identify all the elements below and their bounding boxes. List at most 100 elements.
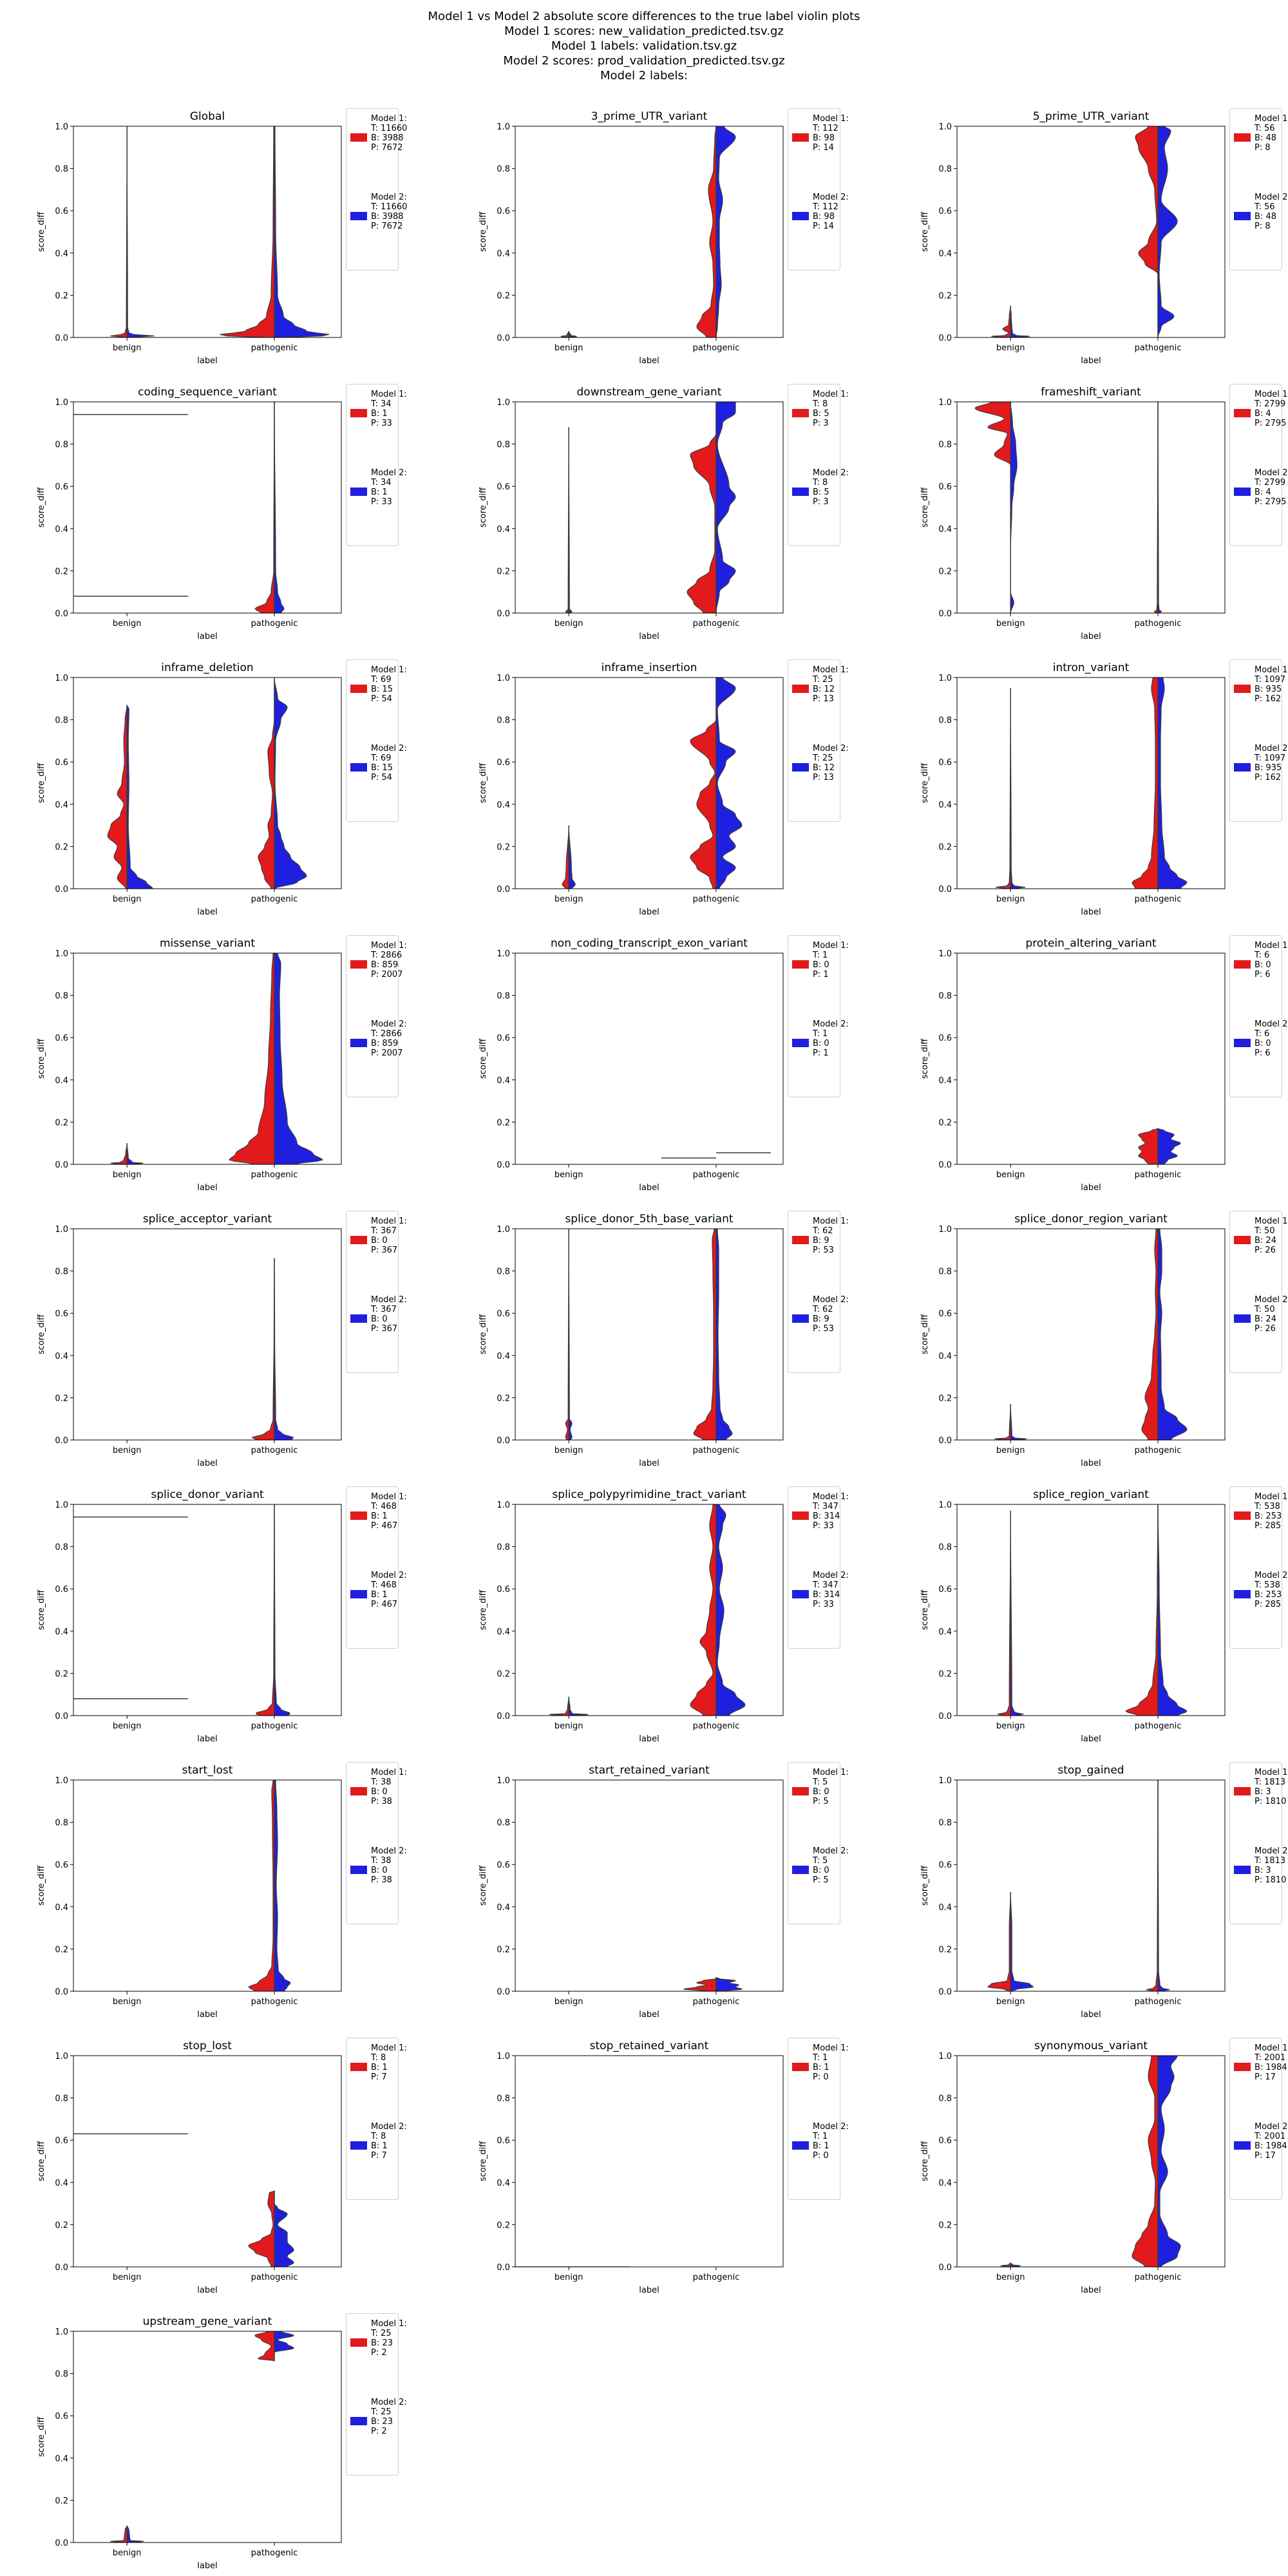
- y-tick-label: 0.4: [938, 1627, 952, 1637]
- violin-model2-half: [715, 1976, 743, 1991]
- legend-line: T: 347: [813, 1580, 838, 1590]
- axes-frame: [73, 952, 342, 1165]
- x-tick-label: pathogenic: [693, 895, 740, 904]
- violin-panel: Global 0.0 0.2 0.4 0.6 0.8 1.0 score_diff benign…: [0, 85, 412, 366]
- y-axis-label: score_diff: [37, 487, 46, 527]
- panel-title: 5_prime_UTR_variant: [1033, 110, 1150, 123]
- y-tick-label: 0.4: [497, 1627, 510, 1637]
- y-tick-label: 0.6: [497, 1861, 510, 1870]
- legend-text: Model 2: T: 2799 B: 4 P: 2795: [1255, 468, 1288, 507]
- legend-text: Model 1: T: 1813 B: 3 P: 1810: [1255, 1768, 1288, 1806]
- legend-line: B: 9: [813, 1236, 829, 1245]
- legend-line: P: 367: [371, 1245, 398, 1255]
- violin-model2-half: [126, 705, 153, 889]
- y-tick-label: 0.6: [497, 1585, 510, 1595]
- legend-text: Model 1: T: 5 B: 0 P: 5: [813, 1768, 849, 1806]
- panel-svg: inframe_insertion 0.0 0.2 0.4 0.6 0.8 1.0 score…: [478, 661, 784, 917]
- x-tick-label: benign: [554, 619, 583, 629]
- panel-svg: splice_donor_5th_base_variant 0.0 0.2 0.4 0.…: [478, 1213, 784, 1468]
- panel-svg: stop_gained 0.0 0.2 0.4 0.6 0.8 1.0 score_diffb…: [920, 1764, 1226, 2020]
- y-axis-label: score_diff: [920, 1314, 930, 1354]
- legend-line: B: 1: [371, 2141, 388, 2151]
- legend-line: Model 1:: [813, 1768, 849, 1777]
- legend-line: Model 1:: [371, 1492, 407, 1502]
- y-tick-label: 0.0: [55, 334, 68, 343]
- y-tick-label: 0.6: [55, 207, 68, 216]
- axes-frame: [73, 1779, 342, 1992]
- legend-line: T: 2001: [1255, 2053, 1286, 2063]
- x-tick-label: pathogenic: [1135, 1997, 1182, 2007]
- legend-line: T: 112: [813, 124, 838, 133]
- legend-line: T: 25: [371, 2329, 392, 2338]
- legend-line: B: 3988: [371, 212, 404, 222]
- y-tick-label: 1.0: [497, 122, 510, 132]
- legend-line: B: 3: [1255, 1866, 1271, 1875]
- legend-text: Model 1: T: 25 B: 12 P: 13: [813, 665, 849, 704]
- legend-line: P: 1810: [1255, 1875, 1287, 1885]
- y-tick-label: 0.0: [55, 885, 68, 895]
- axes-frame: [515, 126, 784, 338]
- y-tick-label: 0.6: [55, 2136, 68, 2146]
- legend-line: B: 0: [371, 1866, 388, 1875]
- y-tick-label: 0.2: [938, 1669, 952, 1679]
- violin-model2-half: [715, 677, 743, 889]
- legend-swatch: [350, 763, 367, 772]
- violin-model2-half: [1010, 305, 1030, 337]
- legend-line: T: 8: [371, 2053, 386, 2063]
- legend-swatch: [350, 133, 367, 142]
- x-axis-label: label: [639, 1183, 659, 1193]
- violin-panel: 5_prime_UTR_variant 0.0 0.2 0.4 0.6 0.8 1.0 sco…: [884, 85, 1288, 366]
- y-tick-label: 0.6: [938, 758, 952, 768]
- y-axis-label: score_diff: [37, 1865, 46, 1906]
- legend: Model 1: T: 6 B: 0 P: 6 Model 2: T: 6 B: 0 P: 6: [1229, 935, 1288, 1097]
- legend-swatch: [1234, 1866, 1251, 1874]
- x-tick-label: benign: [996, 1170, 1025, 1180]
- violin-panel: splice_donor_variant 0.0 0.2 0.4 0.6 0.8 1.0 sc…: [0, 1463, 412, 1744]
- legend-line: P: 2795: [1255, 419, 1287, 428]
- legend-line: P: 285: [1255, 1521, 1282, 1531]
- y-tick-label: 0.2: [55, 1945, 68, 1955]
- panel-svg: coding_sequence_variant 0.0 0.2 0.4 0.6 0.8 1.…: [37, 386, 342, 641]
- legend-line: B: 9: [813, 1314, 829, 1324]
- legend-line: P: 14: [813, 222, 834, 231]
- legend-line: P: 17: [1255, 2151, 1276, 2161]
- violin-panel: splice_region_variant 0.0 0.2 0.4 0.6 0.8 1.0 s…: [884, 1463, 1288, 1744]
- y-tick-label: 0.4: [55, 525, 68, 535]
- legend: Model 1: T: 50 B: 24 P: 26 Model 2: T: 50 B: 2…: [1229, 1211, 1288, 1373]
- x-tick-label: pathogenic: [1135, 2273, 1182, 2282]
- legend-swatch: [792, 1511, 809, 1520]
- violin-model2-half: [1157, 2056, 1181, 2267]
- x-tick-label: pathogenic: [1135, 1446, 1182, 1455]
- legend-line: B: 23: [371, 2338, 393, 2348]
- panel-title: start_lost: [182, 1764, 233, 1777]
- legend-line: B: 98: [813, 212, 835, 222]
- legend-line: Model 1:: [371, 2043, 407, 2053]
- legend-line: T: 1097: [1255, 675, 1286, 685]
- legend-line: T: 38: [371, 1777, 392, 1787]
- legend-line: T: 1: [813, 1029, 828, 1039]
- legend-text: Model 1: T: 1 B: 1 P: 0: [813, 2043, 849, 2082]
- y-tick-label: 0.4: [55, 2179, 68, 2188]
- figure-title-line: Model 1 vs Model 2 absolute score differ…: [428, 10, 860, 23]
- violin-model1-half: [251, 1258, 275, 1440]
- y-tick-label: 1.0: [938, 1501, 952, 1510]
- panel-title: stop_gained: [1057, 1764, 1124, 1777]
- legend-swatch: [350, 960, 367, 969]
- y-tick-label: 0.0: [938, 885, 952, 895]
- y-tick-label: 0.4: [938, 1352, 952, 1361]
- axes-frame: [73, 1504, 342, 1716]
- legend-line: B: 24: [1255, 1236, 1276, 1245]
- legend-line: P: 2: [371, 2348, 387, 2358]
- violin-model2-half: [568, 825, 576, 889]
- legend-line: T: 1: [813, 951, 828, 960]
- violin-panel: intron_variant 0.0 0.2 0.4 0.6 0.8 1.0 score_di…: [884, 636, 1288, 917]
- legend-line: Model 1:: [371, 1768, 407, 1777]
- y-tick-label: 1.0: [55, 949, 68, 959]
- legend-swatch: [792, 2063, 809, 2071]
- legend-text: Model 1: T: 56 B: 48 P: 8: [1255, 114, 1288, 153]
- x-tick-label: pathogenic: [251, 1721, 298, 1731]
- violin-panel: downstream_gene_variant 0.0 0.2 0.4 0.6 0.8 1.…: [442, 361, 854, 641]
- y-tick-label: 0.4: [497, 1352, 510, 1361]
